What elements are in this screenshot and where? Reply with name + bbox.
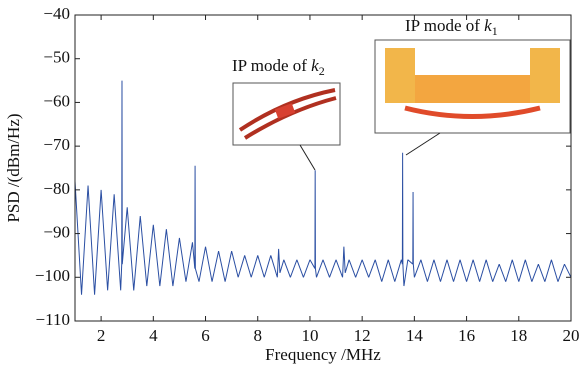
inset-k2 xyxy=(233,83,340,145)
y-tick-label: −50 xyxy=(43,48,70,67)
x-tick-label: 20 xyxy=(563,326,580,345)
annotation-sub: 1 xyxy=(492,24,498,38)
x-axis-label: Frequency /MHz xyxy=(265,345,381,364)
y-tick-label: −90 xyxy=(43,222,70,241)
y-tick-label: −70 xyxy=(43,135,70,154)
x-tick-label: 12 xyxy=(354,326,371,345)
x-tick-label: 10 xyxy=(301,326,318,345)
x-tick-label: 6 xyxy=(201,326,210,345)
annotation-arrow xyxy=(406,133,440,155)
annotation-text: IP mode of xyxy=(405,16,484,35)
annotation: IP mode of k1 xyxy=(405,16,498,38)
annotation-arrow xyxy=(300,145,315,170)
annotation-sub: 2 xyxy=(319,64,325,78)
x-tick-label: 16 xyxy=(458,326,475,345)
y-tick-label: −110 xyxy=(36,310,70,329)
y-tick-label: −80 xyxy=(43,179,70,198)
x-tick-label: 2 xyxy=(97,326,106,345)
inset-k1 xyxy=(375,40,570,133)
y-tick-label: −100 xyxy=(35,266,70,285)
annotation: IP mode of k2 xyxy=(232,56,325,78)
chart: PSD /(dBm/Hz) Frequency /MHz −110 −100 −90… xyxy=(0,0,583,371)
y-tick-label: −60 xyxy=(43,91,70,110)
y-tick-label: −40 xyxy=(43,4,70,23)
y-axis-label: PSD /(dBm/Hz) xyxy=(4,113,23,222)
x-tick-label: 18 xyxy=(510,326,527,345)
x-tick-label: 14 xyxy=(406,326,424,345)
x-tick-label: 4 xyxy=(149,326,158,345)
x-tick-label: 8 xyxy=(253,326,262,345)
annotation-text: IP mode of xyxy=(232,56,311,75)
